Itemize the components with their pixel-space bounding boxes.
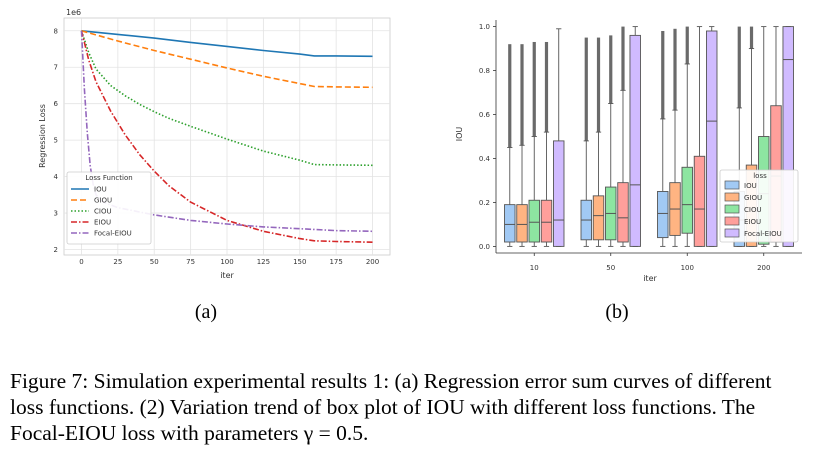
outliers-ciou-iter-10	[532, 41, 536, 137]
y-tick-label: 1.0	[479, 23, 490, 31]
legend-label-iou: IOU	[744, 182, 757, 190]
box-focal-eiou-iter-50	[629, 34, 641, 247]
outliers-iou-iter-10	[508, 44, 512, 148]
legend-swatch-focal-eiou	[724, 228, 740, 238]
legend-label-eiou: EIOU	[94, 219, 111, 227]
x-tick-label: 0	[79, 258, 83, 266]
x-tick-label: 25	[113, 258, 122, 266]
series-lines-a	[80, 30, 373, 243]
box-iou-iter-10	[504, 204, 516, 243]
y-tick-label: 3	[54, 210, 58, 218]
outliers-eiou-iter-10	[544, 41, 549, 133]
x-tick-label: 175	[329, 258, 342, 266]
iou-box-plot: 10 50 100 200 0.0 0.2 0.4 0.6 0.8 1.0 iter IOU l…	[455, 20, 802, 283]
outliers-iou-iter-100	[661, 30, 665, 119]
y-tick-label: 5	[54, 137, 58, 145]
y-tick-labels-b: 0.0 0.2 0.4 0.6 0.8 1.0	[479, 23, 496, 251]
x-tick-label: 75	[186, 258, 195, 266]
y-tick-label: 7	[54, 64, 58, 72]
x-tick-label: 100	[220, 258, 233, 266]
y-tick-label: 0.8	[479, 67, 490, 75]
outliers-giou-iter-200	[749, 26, 754, 49]
x-tick-label: 10	[530, 264, 539, 272]
legend-box-b	[719, 169, 799, 243]
legend-b: loss IOU GIOU CIOU EIOU Focal-EIOU	[719, 169, 799, 243]
outliers-giou-iter-50	[596, 37, 601, 133]
series-line-focal-eiou	[80, 30, 373, 233]
series-line-eiou	[80, 30, 373, 243]
panel-b-label: (b)	[605, 301, 628, 323]
series-line-iou	[81, 30, 373, 58]
legend-a: Loss Function IOU GIOU CIOU EIOU Focal-EIOU	[66, 171, 152, 245]
x-tick-label: 50	[150, 258, 159, 266]
legend-label-giou: GIOU	[744, 194, 762, 202]
x-tick-label: 200	[366, 258, 379, 266]
y-tick-label: 8	[54, 27, 58, 35]
outliers-ciou-iter-50	[609, 35, 613, 104]
legend-box-a	[66, 171, 152, 245]
legend-title-b: loss	[753, 172, 767, 180]
outliers-giou-iter-10	[520, 44, 524, 146]
series-line-giou	[81, 30, 373, 89]
x-tick-label: 200	[757, 264, 770, 272]
legend-label-ciou: CIOU	[94, 208, 112, 216]
box-focal-eiou-iter-200	[782, 26, 794, 247]
box-giou-iter-10	[516, 204, 528, 243]
y-tick-label: 0.0	[479, 243, 490, 251]
y-tick-label: 2	[54, 246, 58, 254]
y-tick-label: 0.4	[479, 155, 491, 163]
box-eiou-iter-50	[617, 182, 629, 243]
legend-swatch-ciou	[724, 204, 740, 214]
box-giou-iter-50	[592, 195, 605, 241]
y-axis-label-b: IOU	[455, 127, 464, 142]
outliers-iou-iter-50	[584, 37, 588, 141]
x-tick-label: 50	[606, 264, 615, 272]
x-tick-label: 100	[681, 264, 694, 272]
box-iou-iter-100	[657, 191, 669, 239]
box-eiou-iter-100	[693, 155, 706, 247]
x-tick-label: 125	[257, 258, 270, 266]
outliers-iou-iter-200	[737, 26, 741, 108]
y-tick-label: 0.6	[479, 111, 491, 119]
outliers-eiou-iter-50	[621, 26, 625, 91]
legend-label-eiou: EIOU	[744, 218, 761, 226]
y-tick-labels-a: 2 3 4 5 6 7 8	[54, 27, 59, 254]
box-ciou-iter-100	[681, 166, 693, 234]
x-tick-label: 150	[293, 258, 306, 266]
outliers-giou-iter-100	[673, 28, 677, 111]
legend-swatch-iou	[724, 180, 740, 190]
figure-caption: Figure 7: Simulation experimental result…	[10, 369, 772, 445]
box-eiou-iter-10	[540, 199, 553, 243]
x-tick-labels-b: 10 50 100 200	[530, 253, 770, 272]
panel-a-label: (a)	[195, 301, 217, 323]
legend-title-a: Loss Function	[85, 174, 132, 182]
outliers-ciou-iter-100	[685, 26, 689, 64]
x-axis-label-b: iter	[643, 274, 657, 283]
box-focal-eiou-iter-100	[706, 30, 718, 247]
legend-label-ciou: CIOU	[744, 206, 762, 214]
x-axis-label-a: iter	[220, 271, 234, 280]
y-tick-label: 6	[54, 100, 59, 108]
legend-swatch-eiou	[724, 216, 740, 226]
legend-swatch-giou	[724, 192, 740, 202]
y-axis-label-a: Regression Loss	[38, 104, 47, 168]
legend-label-giou: GIOU	[94, 197, 112, 205]
y-scale-label-a: 1e6	[66, 8, 81, 17]
legend-label-iou: IOU	[94, 186, 107, 194]
box-focal-eiou-iter-10	[553, 140, 565, 247]
y-tick-label: 4	[54, 173, 59, 181]
y-tick-label: 0.2	[479, 199, 490, 207]
legend-label-focal-eiou: Focal-EIOU	[94, 230, 132, 238]
box-ciou-iter-10	[528, 199, 540, 243]
legend-label-focal-eiou: Focal-EIOU	[744, 230, 782, 238]
series-line-ciou	[80, 30, 373, 167]
x-tick-labels-a: 0 25 50 75 100 125 150 175 200	[79, 258, 379, 266]
